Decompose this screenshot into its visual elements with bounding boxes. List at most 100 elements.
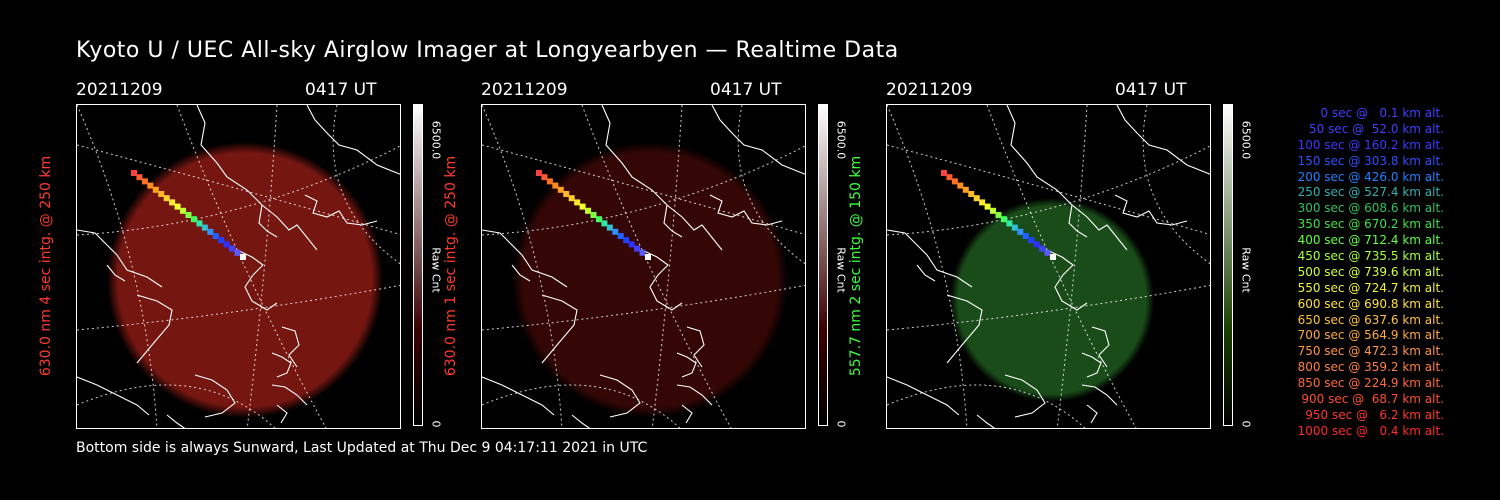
- trajectory-point: [606, 224, 613, 231]
- trajectory-point: [141, 178, 148, 185]
- panel-time: 0417 UT: [710, 80, 782, 100]
- coastline: [482, 376, 555, 416]
- legend-row: 650 sec @ 637.6 km alt.: [1297, 312, 1444, 327]
- coastline: [136, 294, 173, 364]
- trajectory-point: [212, 233, 219, 239]
- trajectory-point: [585, 207, 592, 214]
- trajectory-point: [645, 254, 651, 260]
- footer-status: Bottom side is always Sunward, Last Upda…: [76, 440, 648, 456]
- panel-time: 0417 UT: [305, 80, 377, 100]
- trajectory-point: [1017, 228, 1024, 235]
- trajectory-point: [941, 170, 947, 176]
- coastline: [676, 384, 713, 406]
- legend-row: 950 sec @ 6.2 km alt.: [1305, 407, 1444, 422]
- trajectory-point: [163, 195, 170, 202]
- panel-ylabel-text: 630.0 nm 1 sec intg. @ 250 km: [443, 155, 459, 377]
- legend-row: 800 sec @ 359.2 km alt.: [1297, 360, 1444, 375]
- coastline: [1081, 352, 1102, 378]
- coastline: [306, 105, 400, 175]
- graticule-line: [581, 105, 732, 428]
- trajectory-point: [995, 212, 1002, 218]
- legend-row: 900 sec @ 68.7 km alt.: [1301, 392, 1444, 407]
- coastline: [77, 376, 150, 416]
- legend-row: 50 sec @ 52.0 km alt.: [1305, 121, 1444, 136]
- coastline: [1114, 194, 1188, 226]
- trajectory-point: [234, 249, 241, 256]
- coastline: [304, 194, 378, 226]
- graticule-line: [176, 105, 327, 428]
- trajectory-point: [601, 220, 608, 227]
- trajectory-point: [229, 245, 236, 252]
- legend-row: 150 sec @ 303.8 km alt.: [1297, 153, 1444, 168]
- coastline: [711, 105, 805, 175]
- trajectory-altitude-legend: 0 sec @ 0.1 km alt. 50 sec @ 52.0 km alt…: [1268, 106, 1444, 440]
- legend-row: 200 sec @ 426.0 km alt.: [1297, 169, 1444, 184]
- graticule-line: [1142, 105, 1210, 265]
- trajectory-point: [634, 245, 641, 252]
- panel-date: 20211209: [481, 80, 568, 100]
- trajectory-point: [136, 174, 143, 181]
- legend-row: 400 sec @ 712.4 km alt.: [1297, 233, 1444, 248]
- coastline: [709, 194, 783, 226]
- coastline: [1004, 374, 1046, 418]
- trajectory-point: [1006, 220, 1013, 227]
- coastline: [482, 229, 568, 288]
- coastline: [1046, 249, 1088, 311]
- graticule-line: [246, 105, 278, 428]
- trajectory-point: [240, 254, 246, 260]
- panel-ylabel-text: 630.0 nm 4 sec intg. @ 250 km: [38, 155, 54, 377]
- trajectory-point: [180, 207, 187, 214]
- coastline: [196, 105, 318, 251]
- legend-row: 350 sec @ 670.2 km alt.: [1297, 217, 1444, 232]
- trajectory-point: [218, 237, 225, 244]
- graticule-line: [482, 384, 681, 428]
- graticule-line: [887, 384, 1086, 428]
- trajectory-point: [541, 174, 548, 181]
- coastline: [887, 376, 960, 416]
- coastline: [271, 352, 292, 378]
- allsky-map: [77, 105, 400, 428]
- coastline: [77, 229, 163, 288]
- graticule-line: [737, 105, 805, 265]
- trajectory-point: [1033, 241, 1040, 248]
- coastline: [571, 414, 591, 428]
- trajectory-point: [223, 241, 230, 248]
- trajectory-point: [1028, 237, 1035, 244]
- trajectory-point: [557, 186, 564, 193]
- coastline: [166, 414, 186, 428]
- trajectory-point: [617, 233, 624, 239]
- coastline: [1068, 204, 1088, 238]
- trajectory-point: [201, 224, 208, 231]
- allsky-image-frame: [76, 104, 401, 429]
- coastline: [258, 204, 278, 238]
- trajectory-point: [590, 212, 597, 218]
- trajectory-point: [979, 199, 986, 206]
- trajectory-point: [563, 191, 570, 197]
- trajectory-point: [957, 182, 964, 189]
- trajectory-point: [639, 249, 646, 256]
- coastline: [663, 204, 683, 238]
- graticule-line: [482, 144, 805, 235]
- airglow-disk: [950, 198, 1154, 402]
- legend-row: 100 sec @ 160.2 km alt.: [1297, 137, 1444, 152]
- coastline: [686, 326, 705, 368]
- trajectory-point: [568, 195, 575, 202]
- allsky-image-frame: [481, 104, 806, 429]
- trajectory-point: [962, 186, 969, 193]
- trajectory-point: [190, 216, 197, 223]
- imager-panel-630nm-4sec: 20211209 0417 UT 630.0 nm 4 sec intg. @ …: [38, 80, 443, 440]
- trajectory-point: [951, 178, 958, 185]
- imager-panel-630nm-1sec: 20211209 0417 UT 630.0 nm 1 sec intg. @ …: [443, 80, 848, 440]
- coastline: [916, 264, 936, 282]
- coastline: [1086, 404, 1098, 424]
- trajectory-point: [546, 178, 553, 185]
- trajectory-point: [131, 170, 137, 176]
- coastline: [511, 264, 531, 282]
- coastline: [271, 384, 308, 406]
- coastline: [599, 374, 641, 418]
- trajectory-point: [579, 203, 586, 210]
- coastline: [1081, 384, 1118, 406]
- trajectory-point: [174, 203, 181, 210]
- panel-ylabel-text: 557.7 nm 2 sec intg. @ 150 km: [848, 155, 864, 377]
- legend-row: 450 sec @ 735.5 km alt.: [1297, 249, 1444, 264]
